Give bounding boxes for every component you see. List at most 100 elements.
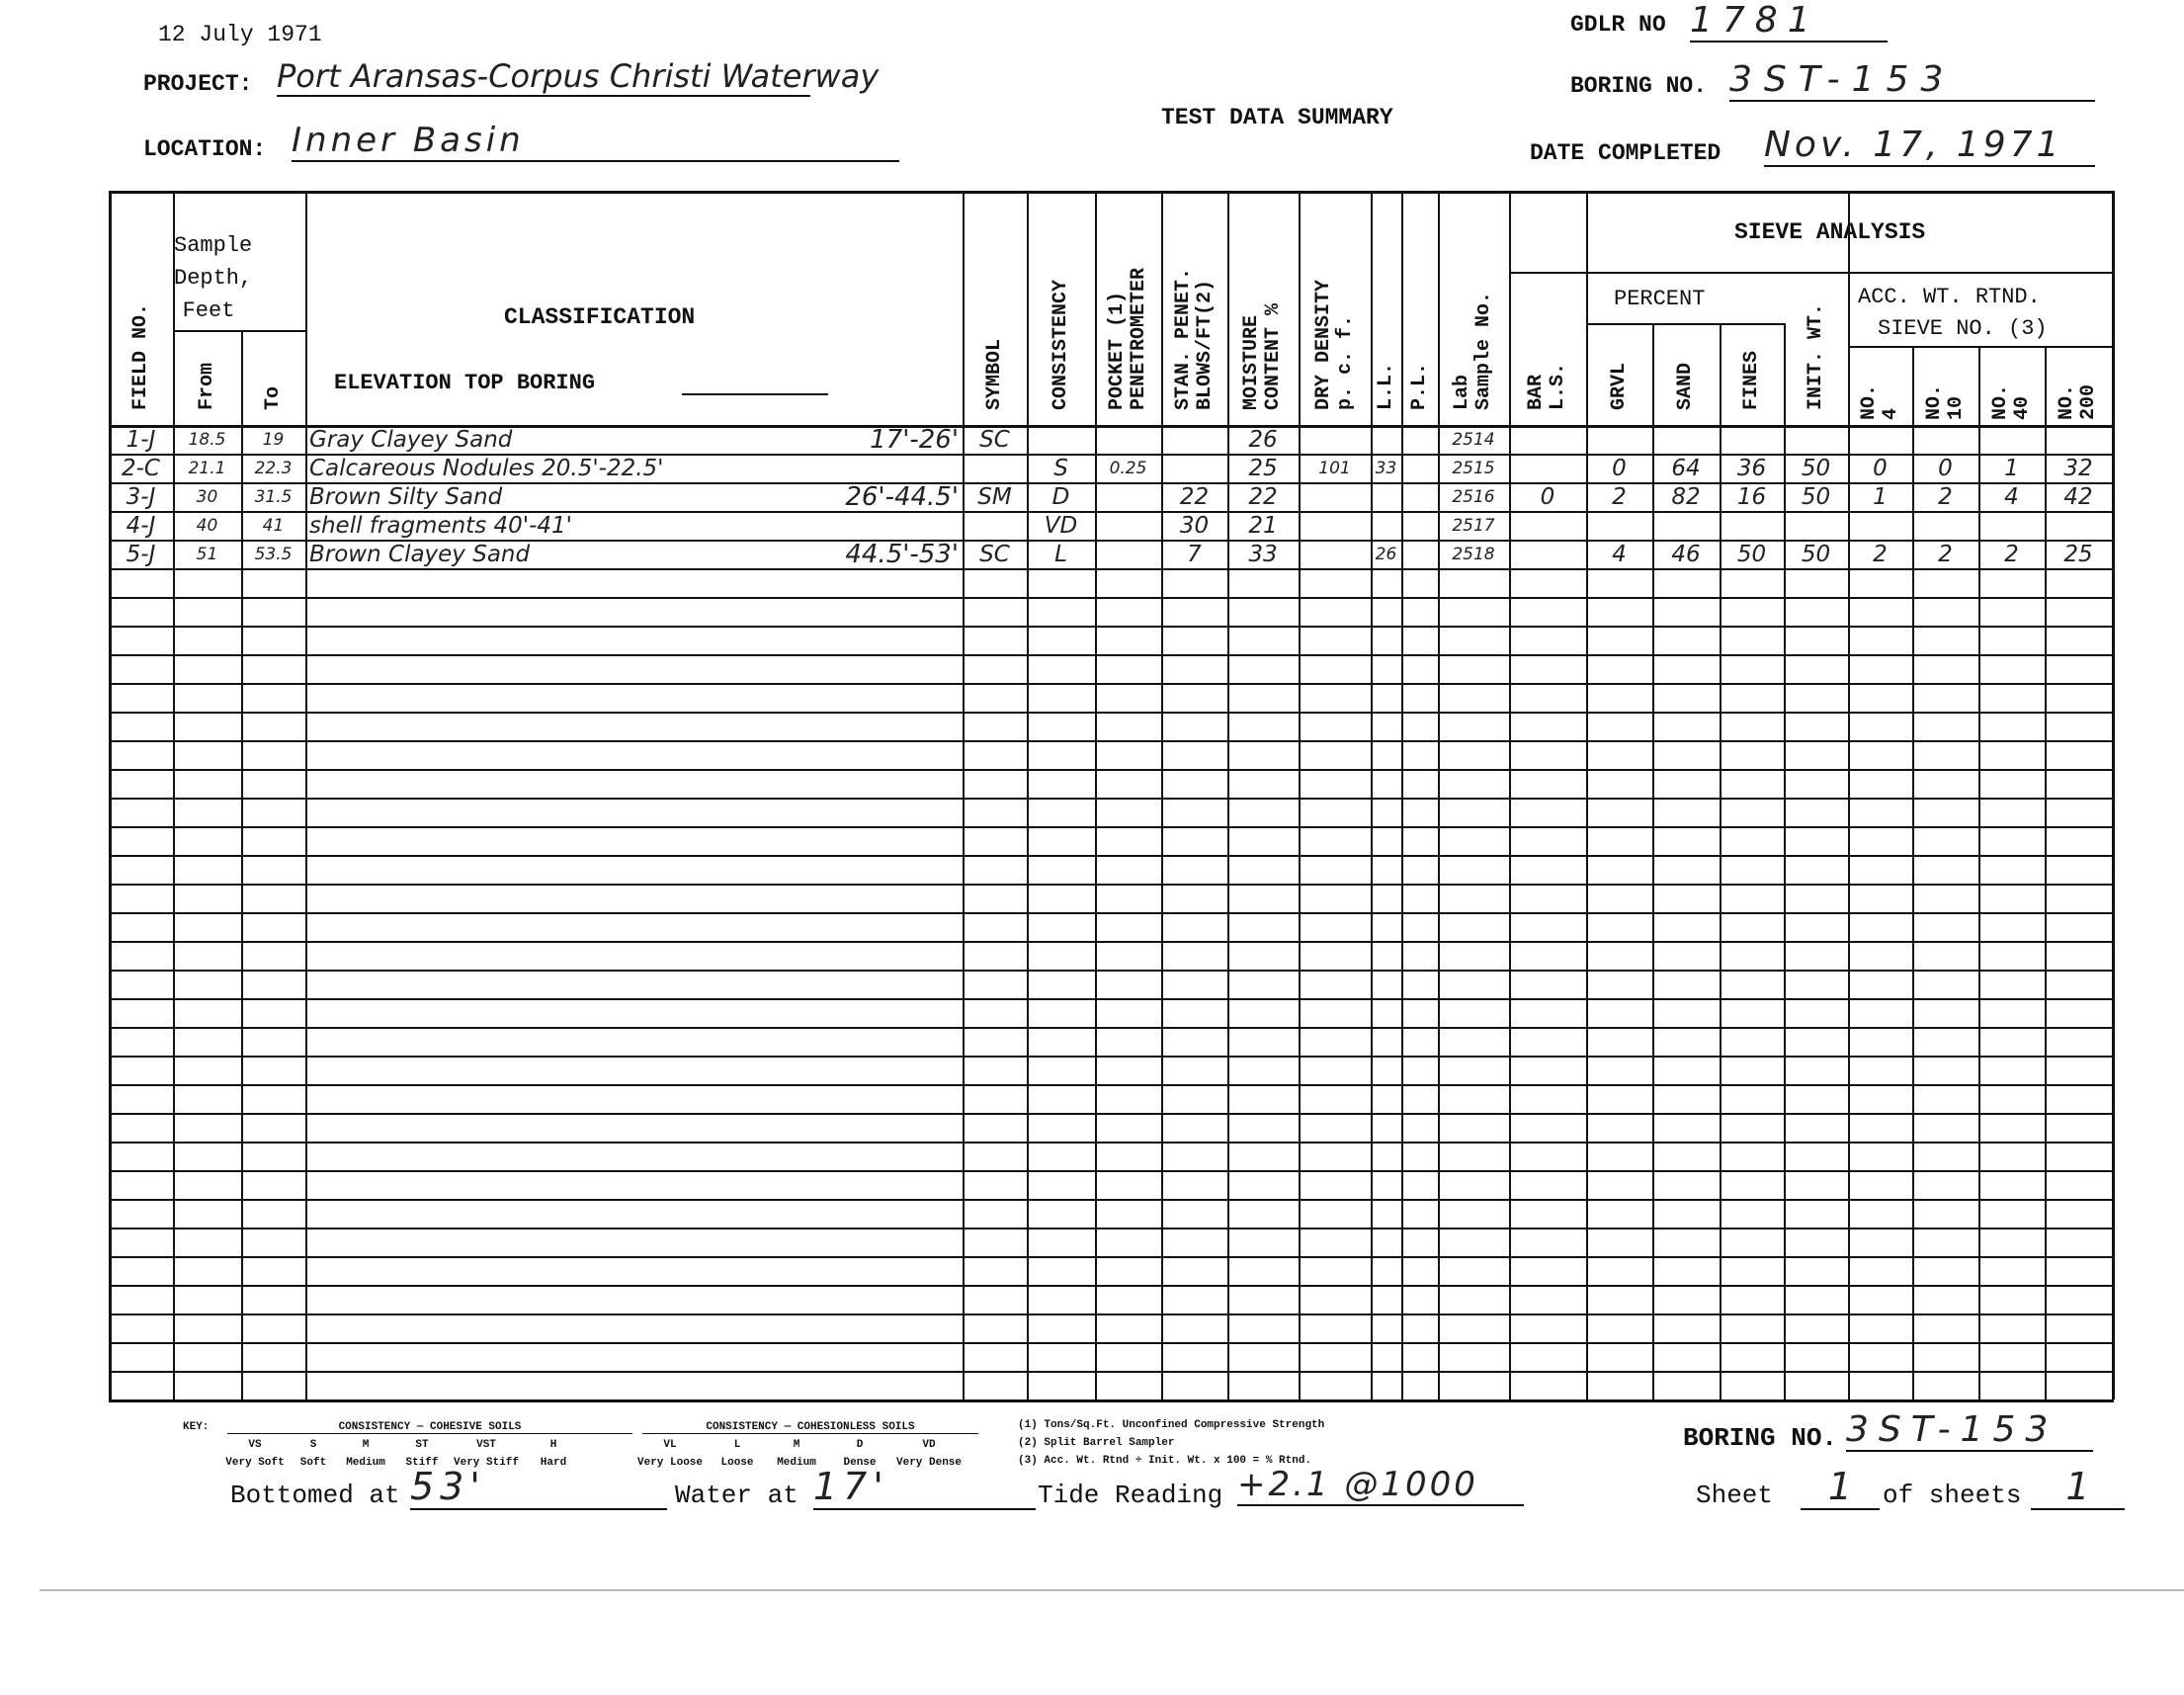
cohesionless-code: L [733,1439,741,1451]
cell-stan: 22 [1179,484,1210,510]
cell-grvl: 2 [1612,484,1627,510]
header-text: 40 [2010,395,2034,420]
tide-value: +2.1 @1000 [1237,1465,1524,1506]
cell-fines: 36 [1736,456,1767,481]
cell-moisture: 33 [1248,542,1278,567]
bar-ls-header: BAR L.S. [1525,363,1569,410]
boring-label: BORING NO. [1570,73,1708,99]
cell-sand: 82 [1671,484,1701,510]
header-text: SAND [1674,362,1697,410]
form-date: 12 July 1971 [158,22,322,47]
cell-sand: 64 [1671,456,1701,481]
header-text: CONTENT % [1262,302,1285,410]
cell-bar [1509,512,1586,541]
column-divider [1227,191,1229,1399]
cell-grvl: 4 [1612,542,1627,567]
cell-from: 40 [196,516,218,536]
header-text: POCKET (1) [1105,291,1129,410]
row-divider [109,912,2114,914]
cell-elevation-range: 44.5'-53' [845,540,959,569]
cell-sand [1652,512,1720,541]
column-divider [305,191,307,1399]
header-text: To [261,385,285,410]
cell-symbol: SC [979,542,1010,567]
cell-no40 [1978,426,2045,455]
cell-moisture: 25 [1248,456,1278,481]
cell-field: 5-J [126,542,156,567]
header-text: PENETROMETER [1127,267,1150,410]
cell-no4 [1848,512,1912,541]
cell-elevation-range: 17'-26' [870,425,959,455]
row-divider [109,826,2114,828]
footnote: (3) Acc. Wt. Rtnd ÷ Init. Wt. x 100 = % … [1018,1455,1312,1467]
grvl-header: GRVL [1608,363,1631,410]
header-text: BLOWS/FT(2) [1193,279,1217,410]
cell-no200: 32 [2063,456,2093,481]
page-title: TEST DATA SUMMARY [1161,105,1393,130]
header-text: NO. [1988,383,2012,420]
cell-moisture: 21 [1248,513,1278,539]
tide-label: Tide Reading [1038,1481,1223,1510]
cell-classification: shell fragments 40'-41' [309,513,572,539]
moisture-content-header: MOISTURE CONTENT % [1240,302,1285,410]
column-divider [173,191,175,1399]
cell-field: 2-C [122,456,160,481]
row-divider [109,1342,2114,1344]
cell-no40: 1 [2004,456,2019,481]
no200-header: NO. 200 [2056,383,2100,420]
init-wt-header: INIT. WT. [1805,303,1827,410]
row-divider [109,1056,2114,1058]
cell-symbol: SM [977,484,1012,510]
acc-wt-header: ACC. WT. RTND. [1858,285,2041,309]
elevation-top-boring-label: ELEVATION TOP BORING [334,371,596,395]
cell-field: 4-J [126,513,156,539]
cell-no10 [1912,426,1978,455]
cell-lab: 2515 [1452,459,1495,478]
classification-header: CLASSIFICATION [504,304,696,330]
header-text: 200 [2077,383,2100,420]
acc-wt-divider [1848,346,2112,348]
cell-consistency: VD [1044,513,1078,539]
header-text: L.L. [1374,362,1397,410]
column-divider [1586,191,1588,1399]
cell-symbol [963,512,1027,541]
row-divider [109,1142,2114,1144]
cell-from: 51 [196,545,218,564]
row-divider [109,740,2114,742]
percent-divider [1586,323,1784,325]
cell-classification: Gray Clayey Sand [309,427,513,453]
cohesive-name: Soft [299,1457,327,1469]
cohesive-code: M [362,1439,370,1451]
header-text: Sample No. [1472,291,1495,410]
cohesionless-code: M [793,1439,800,1451]
cell-classification: Calcareous Nodules 20.5'-22.5' [309,456,664,481]
footnote: (1) Tons/Sq.Ft. Unconfined Compressive S… [1018,1419,1325,1431]
row-divider [109,712,2114,714]
date-completed-label: DATE COMPLETED [1530,140,1722,166]
cell-consistency: D [1051,484,1070,510]
pocket-penetrometer-header: POCKET (1) PENETROMETER [1105,267,1150,410]
cell-bar [1509,426,1586,455]
row-divider [109,1170,2114,1172]
cell-consistency [1027,426,1095,455]
cell-grvl: 0 [1612,456,1627,481]
cell-no200: 25 [2063,542,2093,567]
boring-value: 3ST-153 [1729,59,2095,102]
header-text: From [195,362,218,410]
column-divider [1720,323,1722,1399]
cohesionless-name: Very Loose [636,1457,704,1469]
cell-pocket [1095,483,1161,512]
header-text: MOISTURE [1240,314,1263,410]
header-text: NO. [1857,383,1881,420]
stan-penet-header: STAN. PENET. BLOWS/FT(2) [1172,268,1217,410]
column-divider [1438,191,1440,1399]
pl-header: P.L. [1408,363,1431,410]
sheet-value: 1 [1801,1465,1880,1510]
cohesive-code: VS [248,1439,262,1451]
row-divider [109,1199,2114,1201]
cell-elevation-range [692,512,959,541]
cell-pocket: 0.25 [1109,459,1147,478]
cell-ll: 33 [1375,459,1397,478]
symbol-header: SYMBOL [983,339,1006,410]
cohesive-name: Stiff [405,1457,439,1469]
